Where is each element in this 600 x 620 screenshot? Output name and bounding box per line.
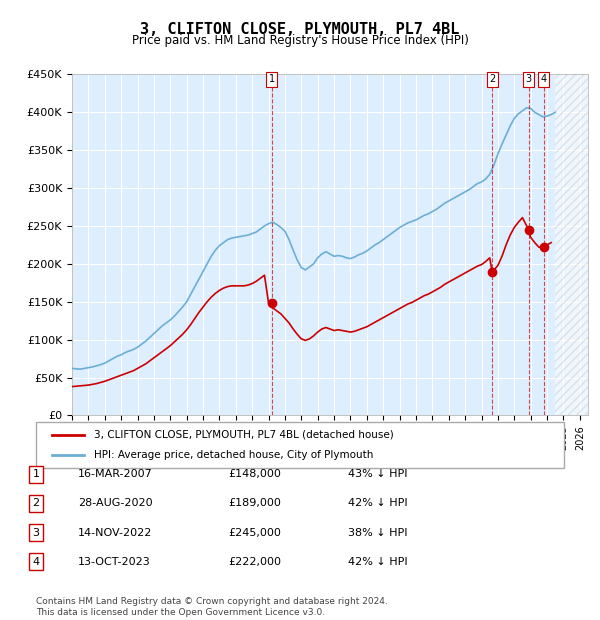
Text: HPI: Average price, detached house, City of Plymouth: HPI: Average price, detached house, City… — [94, 450, 373, 460]
Text: Price paid vs. HM Land Registry's House Price Index (HPI): Price paid vs. HM Land Registry's House … — [131, 34, 469, 47]
Text: 1: 1 — [269, 74, 275, 84]
Text: 16-MAR-2007: 16-MAR-2007 — [78, 469, 153, 479]
FancyBboxPatch shape — [36, 422, 564, 468]
Text: 2: 2 — [32, 498, 40, 508]
Text: 1: 1 — [32, 469, 40, 479]
Text: 3, CLIFTON CLOSE, PLYMOUTH, PL7 4BL: 3, CLIFTON CLOSE, PLYMOUTH, PL7 4BL — [140, 22, 460, 37]
Text: 2: 2 — [489, 74, 495, 84]
Text: £222,000: £222,000 — [228, 557, 281, 567]
Text: 13-OCT-2023: 13-OCT-2023 — [78, 557, 151, 567]
Text: 3: 3 — [32, 528, 40, 538]
Text: 42% ↓ HPI: 42% ↓ HPI — [348, 498, 407, 508]
Text: £245,000: £245,000 — [228, 528, 281, 538]
Text: 28-AUG-2020: 28-AUG-2020 — [78, 498, 152, 508]
Text: 4: 4 — [541, 74, 547, 84]
Bar — [555, 74, 588, 415]
Text: 38% ↓ HPI: 38% ↓ HPI — [348, 528, 407, 538]
Text: 3: 3 — [526, 74, 532, 84]
Text: £189,000: £189,000 — [228, 498, 281, 508]
Text: Contains HM Land Registry data © Crown copyright and database right 2024.
This d: Contains HM Land Registry data © Crown c… — [36, 598, 388, 617]
Text: 4: 4 — [32, 557, 40, 567]
Text: 43% ↓ HPI: 43% ↓ HPI — [348, 469, 407, 479]
Text: 42% ↓ HPI: 42% ↓ HPI — [348, 557, 407, 567]
Text: £148,000: £148,000 — [228, 469, 281, 479]
Text: 14-NOV-2022: 14-NOV-2022 — [78, 528, 152, 538]
Text: 3, CLIFTON CLOSE, PLYMOUTH, PL7 4BL (detached house): 3, CLIFTON CLOSE, PLYMOUTH, PL7 4BL (det… — [94, 430, 394, 440]
